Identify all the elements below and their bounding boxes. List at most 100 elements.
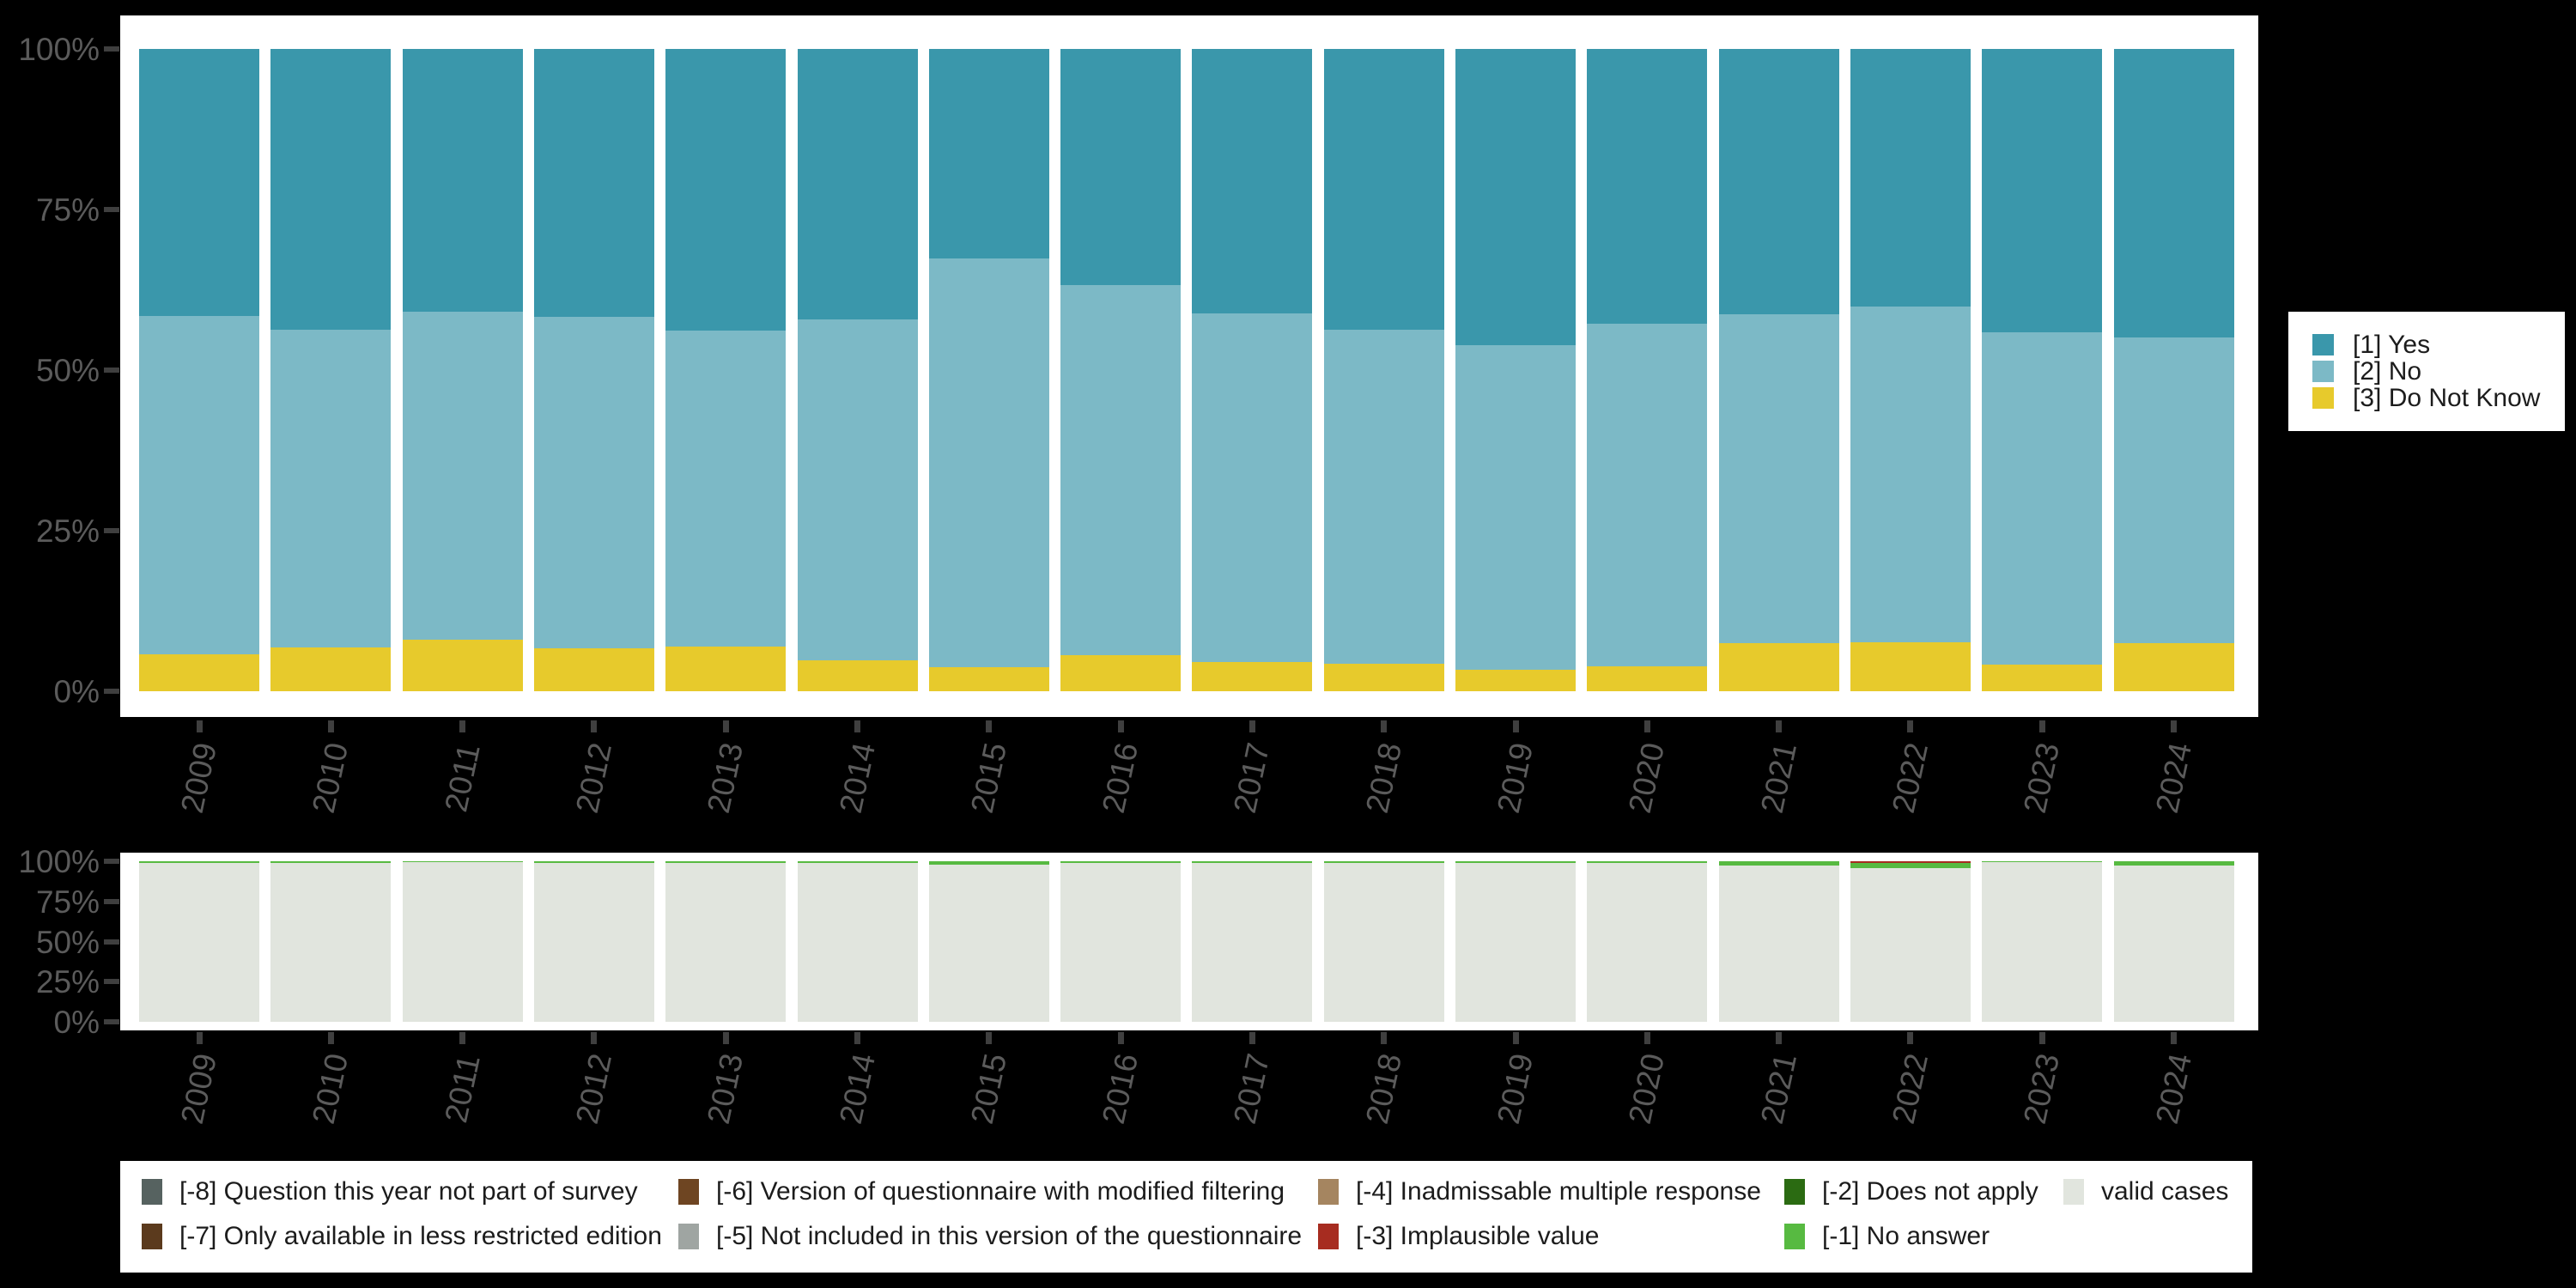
bar-segment-2024-0 bbox=[2113, 866, 2234, 1022]
y-axis-tick bbox=[104, 939, 119, 945]
x-axis-tick bbox=[591, 1032, 598, 1044]
legend-item: [-2] Does not apply bbox=[1784, 1177, 2038, 1206]
bar-segment-2023-1 bbox=[1982, 861, 2103, 863]
bar-segment-2020-2 bbox=[1587, 665, 1708, 691]
bar-segment-2022-0 bbox=[1850, 49, 1971, 307]
bar-segment-2014-1 bbox=[797, 319, 918, 661]
bar-segment-2011-0 bbox=[402, 49, 523, 312]
bar-segment-2012-1 bbox=[533, 861, 654, 863]
bar-segment-2017-0 bbox=[1192, 862, 1313, 1022]
bar-segment-2023-0 bbox=[1982, 49, 2103, 332]
bar-segment-2022-1 bbox=[1850, 863, 1971, 868]
bar-segment-2013-2 bbox=[665, 646, 787, 691]
legend-item-label: valid cases bbox=[2101, 1177, 2229, 1206]
bar-segment-2009-2 bbox=[139, 654, 259, 691]
bar-segment-2022-2 bbox=[1850, 861, 1971, 864]
bar-segment-2021-0 bbox=[1718, 866, 1839, 1022]
bar-segment-2009-1 bbox=[139, 316, 259, 655]
bar-segment-2016-0 bbox=[1060, 862, 1182, 1022]
y-axis-label: 100% bbox=[18, 32, 100, 67]
legend-item: [-6] Version of questionnaire with modif… bbox=[678, 1177, 1285, 1206]
y-axis-tick bbox=[104, 46, 119, 52]
bar-segment-2019-0 bbox=[1455, 862, 1576, 1022]
y-axis-tick bbox=[104, 689, 119, 694]
bar-segment-2010-1 bbox=[270, 861, 392, 863]
x-axis-tick bbox=[327, 1032, 334, 1044]
bar-segment-2019-2 bbox=[1455, 670, 1576, 691]
legend-item-label: [-2] Does not apply bbox=[1822, 1177, 2038, 1206]
bar-segment-2022-2 bbox=[1850, 642, 1971, 691]
legend-color-swatch bbox=[678, 1224, 699, 1249]
legend-item: [-3] Implausible value bbox=[1318, 1222, 1600, 1250]
bar-segment-2010-0 bbox=[270, 49, 392, 330]
bar-segment-2018-1 bbox=[1323, 329, 1444, 664]
response-distribution-chart bbox=[120, 15, 2258, 717]
x-axis-tick bbox=[327, 720, 334, 732]
y-axis-tick bbox=[104, 1019, 119, 1024]
legend-item-label: [-5] Not included in this version of the… bbox=[716, 1222, 1303, 1250]
legend-item-label: [3] Do Not Know bbox=[2353, 383, 2541, 412]
y-axis-label: 50% bbox=[35, 924, 100, 960]
legend-color-swatch bbox=[678, 1179, 699, 1205]
bar-segment-2013-1 bbox=[665, 331, 787, 647]
bar-segment-2012-0 bbox=[533, 862, 654, 1022]
x-axis-tick bbox=[1643, 1032, 1650, 1044]
bar-segment-2011-0 bbox=[402, 862, 523, 1022]
bar-segment-2022-1 bbox=[1850, 306, 1971, 643]
bar-segment-2014-0 bbox=[797, 862, 918, 1022]
legend-color-swatch bbox=[2312, 361, 2334, 382]
y-axis-label: 25% bbox=[35, 513, 100, 549]
x-axis-tick bbox=[1907, 720, 1914, 732]
legend-color-swatch bbox=[2312, 387, 2334, 409]
bar-segment-2014-1 bbox=[797, 861, 918, 863]
y-axis-label: 75% bbox=[35, 884, 100, 920]
legend-item-label: [-4] Inadmissable multiple response bbox=[1356, 1177, 1761, 1206]
x-axis-tick bbox=[1512, 1032, 1519, 1044]
legend-item: [-5] Not included in this version of the… bbox=[678, 1222, 1303, 1250]
y-axis-tick bbox=[104, 898, 119, 904]
legend-item-label: [-7] Only available in less restricted e… bbox=[179, 1222, 662, 1250]
legend-item-label: [1] Yes bbox=[2353, 330, 2431, 359]
x-axis-tick bbox=[1512, 720, 1519, 732]
bar-segment-2009-0 bbox=[139, 49, 259, 317]
bar-segment-2015-1 bbox=[928, 258, 1049, 668]
bar-segment-2012-2 bbox=[533, 647, 654, 691]
bar-segment-2011-1 bbox=[402, 861, 523, 863]
bar-segment-2010-0 bbox=[270, 862, 392, 1022]
x-axis-tick bbox=[2171, 720, 2177, 732]
x-axis-tick bbox=[1381, 720, 1388, 732]
legend-item-label: [-1] No answer bbox=[1822, 1222, 1990, 1250]
bar-segment-2016-0 bbox=[1060, 49, 1182, 286]
x-axis-tick bbox=[1776, 1032, 1783, 1044]
x-axis-tick bbox=[196, 720, 203, 732]
bar-segment-2019-1 bbox=[1455, 861, 1576, 863]
bar-segment-2023-2 bbox=[1982, 665, 2103, 691]
legend-item-label: [-8] Question this year not part of surv… bbox=[179, 1177, 638, 1206]
y-axis-label: 0% bbox=[53, 1005, 100, 1040]
y-axis-tick bbox=[104, 859, 119, 864]
bar-segment-2012-1 bbox=[533, 316, 654, 648]
bar-segment-2017-1 bbox=[1192, 861, 1313, 863]
bar-segment-2016-2 bbox=[1060, 655, 1182, 691]
x-axis-tick bbox=[1643, 720, 1650, 732]
legend-color-swatch bbox=[1318, 1179, 1339, 1205]
bar-segment-2013-1 bbox=[665, 861, 787, 863]
bar-segment-2023-1 bbox=[1982, 331, 2103, 665]
x-axis-tick bbox=[2171, 1032, 2177, 1044]
y-axis-label: 50% bbox=[35, 353, 100, 388]
bar-segment-2015-1 bbox=[928, 861, 1049, 866]
y-axis-tick bbox=[104, 368, 119, 373]
bar-segment-2018-0 bbox=[1323, 49, 1444, 330]
x-axis-tick bbox=[1249, 720, 1255, 732]
x-axis-tick bbox=[1117, 720, 1124, 732]
bar-segment-2009-1 bbox=[139, 861, 259, 863]
y-axis-tick bbox=[104, 528, 119, 533]
response-legend: [1] Yes [2] No [3] Do Not Know bbox=[2288, 312, 2565, 431]
y-axis-label: 100% bbox=[18, 844, 100, 879]
bar-segment-2021-1 bbox=[1718, 313, 1839, 643]
bar-segment-2011-2 bbox=[402, 640, 523, 691]
bar-segment-2015-0 bbox=[928, 865, 1049, 1022]
valid-cases-chart bbox=[120, 853, 2258, 1030]
legend-item-label: [-6] Version of questionnaire with modif… bbox=[716, 1177, 1285, 1206]
legend-item-label: [-3] Implausible value bbox=[1356, 1222, 1600, 1250]
